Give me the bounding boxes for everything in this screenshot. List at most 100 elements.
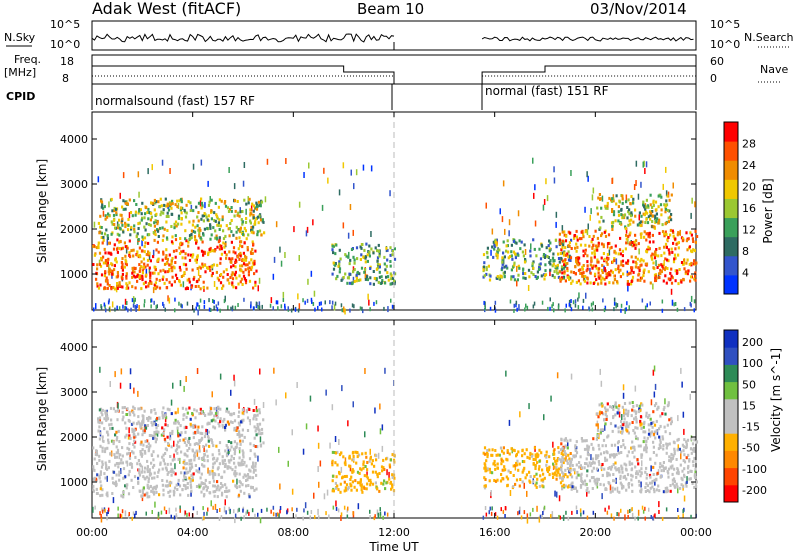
echo-point xyxy=(569,463,572,467)
echo-point xyxy=(642,212,645,216)
echo-point xyxy=(216,245,219,249)
echo-point xyxy=(133,230,136,234)
scatter-point xyxy=(516,280,518,287)
echo-point xyxy=(154,487,157,491)
echo-point xyxy=(139,489,142,493)
scatter-point xyxy=(306,510,309,515)
echo-point xyxy=(584,275,587,278)
echo-point xyxy=(564,468,567,472)
echo-point xyxy=(112,470,116,474)
echo-point xyxy=(605,408,608,412)
echo-point xyxy=(196,215,199,219)
echo-point xyxy=(671,478,674,482)
echo-point xyxy=(363,486,366,490)
echo-point xyxy=(101,408,104,412)
echo-point xyxy=(196,224,199,228)
echo-point xyxy=(147,253,150,257)
echo-point xyxy=(626,280,629,283)
echo-point xyxy=(352,457,355,461)
echo-point xyxy=(207,439,210,443)
echo-point xyxy=(97,241,100,245)
echo-point xyxy=(153,422,156,426)
scatter-point xyxy=(625,227,628,234)
echo-point xyxy=(654,250,657,254)
echo-point xyxy=(500,462,503,466)
echo-point xyxy=(138,209,141,213)
echo-point xyxy=(251,240,254,244)
echo-point xyxy=(263,231,266,235)
echo-point xyxy=(255,207,259,211)
echo-point xyxy=(607,481,610,484)
echo-point xyxy=(252,470,255,474)
echo-point xyxy=(168,280,171,284)
echo-point xyxy=(670,466,673,470)
scatter-point xyxy=(99,511,101,516)
echo-point xyxy=(501,449,504,453)
echo-point xyxy=(216,457,219,461)
echo-point xyxy=(664,210,667,214)
scatter-point xyxy=(127,308,129,313)
echo-point xyxy=(184,229,187,233)
echo-point xyxy=(522,267,525,271)
echo-point xyxy=(663,203,666,207)
scatter-point xyxy=(603,308,606,313)
scatter-point xyxy=(637,516,639,521)
echo-point xyxy=(177,478,180,482)
scatter-point xyxy=(584,206,586,213)
echo-point xyxy=(540,243,543,247)
scatter-point xyxy=(641,505,644,510)
echo-point xyxy=(574,246,577,250)
echo-point xyxy=(153,476,156,480)
echo-point xyxy=(140,287,143,291)
echo-point xyxy=(134,455,137,459)
echo-point xyxy=(553,448,556,452)
echo-point xyxy=(234,265,237,269)
echo-point xyxy=(626,273,629,277)
echo-point xyxy=(179,424,182,428)
echo-point xyxy=(678,268,681,271)
scatter-point xyxy=(173,440,175,447)
echo-point xyxy=(521,470,524,474)
echo-point xyxy=(219,257,222,261)
scatter-point xyxy=(661,308,664,313)
echo-point xyxy=(560,242,563,246)
scatter-point xyxy=(197,309,199,316)
echo-point xyxy=(144,451,147,455)
echo-point xyxy=(619,481,622,485)
echo-point xyxy=(103,427,106,431)
echo-point xyxy=(383,262,386,266)
echo-point xyxy=(545,455,548,459)
echo-point xyxy=(250,228,253,232)
scatter-point xyxy=(303,172,305,178)
echo-point xyxy=(667,401,670,405)
echo-point xyxy=(638,211,641,215)
scatter-point xyxy=(655,260,657,267)
echo-point xyxy=(230,260,233,264)
scatter-point xyxy=(203,511,205,516)
echo-point xyxy=(121,495,124,498)
scatter-point xyxy=(135,510,137,515)
scatter-point xyxy=(502,180,505,187)
echo-point xyxy=(622,272,625,276)
echo-point xyxy=(105,228,108,232)
echo-point xyxy=(179,242,182,246)
echo-point xyxy=(359,258,362,261)
echo-point xyxy=(132,274,135,278)
echo-point xyxy=(560,248,563,252)
echo-point xyxy=(589,263,592,267)
echo-point xyxy=(225,268,228,272)
echo-point xyxy=(365,474,368,478)
echo-point xyxy=(538,465,541,469)
echo-point xyxy=(655,220,658,224)
scatter-point xyxy=(108,298,110,303)
echo-point xyxy=(112,440,115,444)
echo-point xyxy=(560,448,563,452)
echo-point xyxy=(100,256,103,260)
echo-point xyxy=(242,270,245,274)
echo-point xyxy=(146,258,150,262)
colorbar-segment xyxy=(724,274,738,295)
echo-point xyxy=(331,463,334,467)
echo-point xyxy=(663,268,666,272)
echo-point xyxy=(598,276,601,280)
echo-point xyxy=(141,422,144,426)
